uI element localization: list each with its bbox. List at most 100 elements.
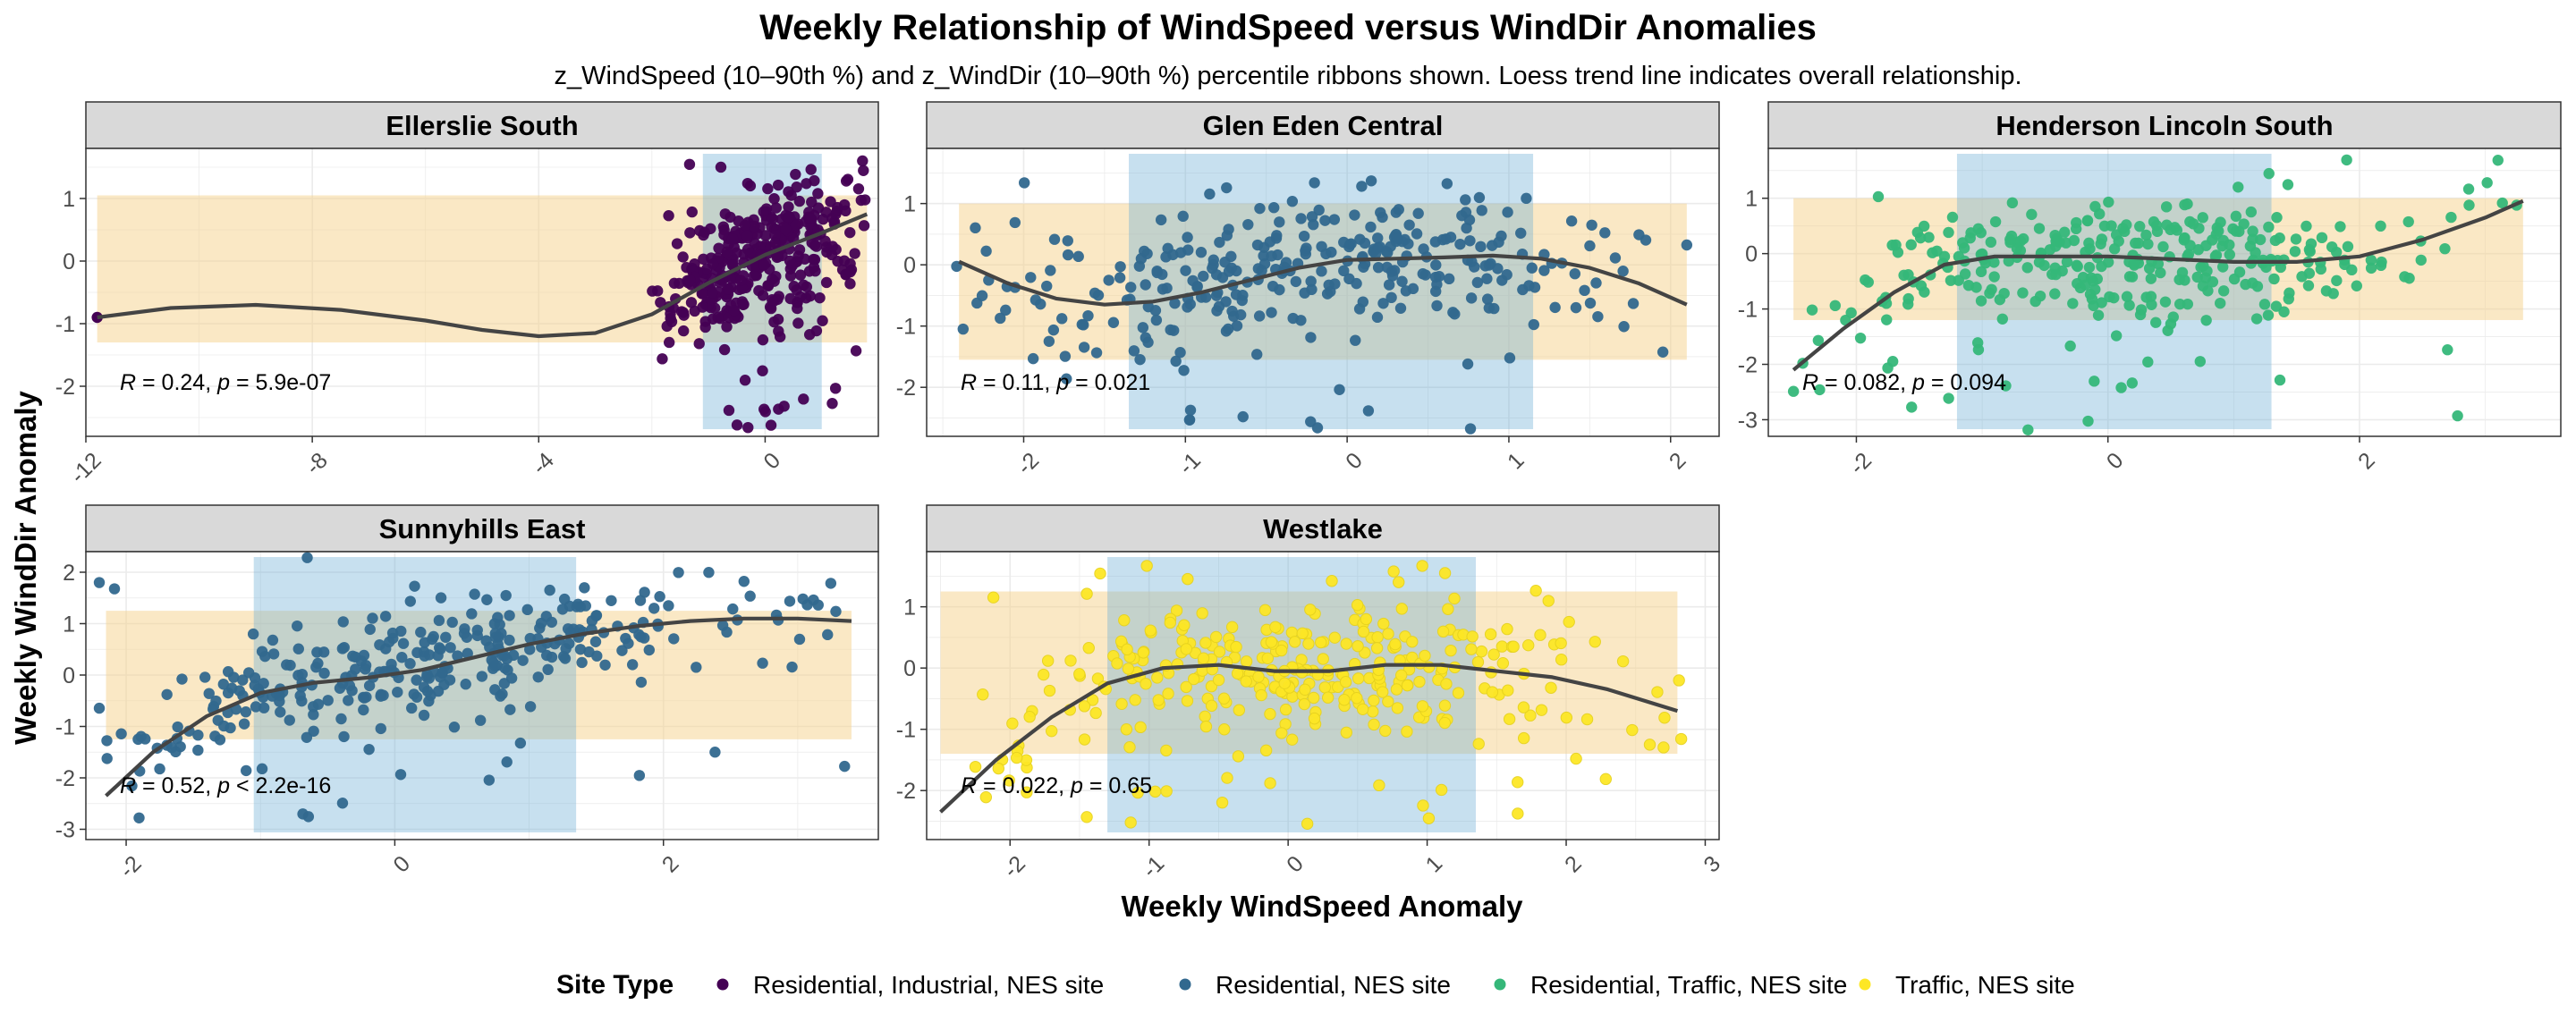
data-point — [296, 668, 309, 680]
data-point — [534, 622, 546, 634]
data-point — [495, 690, 506, 702]
data-point — [1114, 261, 1126, 273]
y-axis-label: Weekly WindDir Anomaly — [9, 390, 42, 744]
data-point — [1240, 675, 1252, 688]
x-tick-label: -1 — [1174, 448, 1206, 480]
x-tick-label: 1 — [1503, 448, 1530, 475]
data-point — [1041, 654, 1055, 667]
data-point — [1412, 207, 1424, 219]
data-point — [2278, 306, 2290, 317]
data-point — [727, 603, 739, 615]
data-point — [1411, 228, 1423, 240]
data-point — [1217, 692, 1231, 705]
data-point — [337, 616, 349, 628]
data-point — [1430, 259, 1442, 271]
data-point — [2071, 216, 2082, 229]
data-point — [2184, 215, 2196, 228]
data-point — [829, 383, 842, 394]
data-point — [2150, 317, 2162, 328]
data-point — [1305, 332, 1317, 343]
data-point — [2233, 266, 2246, 278]
data-point — [1211, 305, 1223, 317]
data-point — [1488, 302, 1500, 315]
data-point — [532, 671, 544, 683]
data-point — [1419, 649, 1431, 663]
data-point — [725, 273, 737, 284]
data-point — [1018, 177, 1030, 189]
data-point — [1003, 774, 1015, 787]
data-point — [1010, 751, 1023, 764]
data-point — [1258, 604, 1272, 617]
data-point — [1048, 233, 1061, 245]
data-point — [2017, 287, 2029, 299]
data-point — [1394, 302, 1407, 314]
data-point — [1486, 686, 1499, 698]
data-point — [1301, 242, 1312, 254]
data-point — [2082, 415, 2094, 427]
data-point — [1338, 694, 1351, 706]
data-point — [240, 706, 252, 718]
data-point — [2176, 266, 2189, 279]
data-point — [1279, 703, 1292, 716]
data-point — [748, 270, 760, 282]
data-point — [1570, 301, 1582, 314]
data-point — [1038, 668, 1050, 681]
data-point — [1560, 711, 1573, 724]
data-point — [1255, 688, 1267, 702]
data-point — [1681, 239, 1693, 251]
data-point — [1222, 323, 1234, 335]
data-point — [1471, 276, 1484, 289]
data-point — [992, 762, 1004, 775]
data-point — [765, 419, 777, 431]
data-point — [606, 595, 617, 607]
data-point — [665, 312, 676, 325]
data-point — [1356, 703, 1369, 715]
data-point — [762, 182, 774, 195]
data-point — [2193, 223, 2205, 234]
data-point — [801, 281, 813, 293]
data-point — [1651, 686, 1664, 698]
data-point — [719, 208, 732, 220]
x-tick-label: 2 — [2353, 448, 2380, 475]
data-point — [1466, 630, 1479, 643]
data-point — [1306, 211, 1318, 223]
data-point — [308, 709, 319, 721]
data-point — [1362, 405, 1375, 417]
data-point — [1985, 236, 1997, 249]
data-point — [2303, 267, 2316, 279]
data-point — [1413, 675, 1426, 688]
data-point — [668, 633, 680, 645]
data-point — [2492, 155, 2504, 166]
data-point — [1253, 310, 1266, 322]
data-point — [343, 695, 354, 706]
data-point — [1165, 324, 1176, 336]
facet-panel: Ellerslie South R = 0.24, p = 5.9e-07 -2 -1… — [55, 101, 879, 488]
data-point — [1422, 812, 1436, 824]
data-point — [1316, 266, 1327, 277]
data-point — [1517, 731, 1530, 745]
data-point — [726, 232, 739, 245]
data-point — [2316, 232, 2328, 244]
data-point — [1496, 657, 1510, 670]
data-point — [858, 165, 869, 176]
data-point — [2334, 221, 2346, 232]
data-point — [1371, 311, 1384, 324]
data-point — [1545, 681, 1557, 694]
data-point — [734, 274, 747, 286]
data-point — [987, 591, 1000, 604]
data-point — [2029, 295, 2041, 308]
data-point — [2496, 197, 2508, 209]
data-point — [1317, 653, 1329, 665]
data-point — [1178, 365, 1190, 376]
data-point — [1308, 691, 1320, 705]
data-point — [2064, 340, 2076, 352]
data-point — [976, 290, 988, 301]
data-point — [294, 689, 306, 702]
data-point — [1393, 204, 1404, 215]
data-point — [1225, 621, 1239, 634]
data-point — [778, 401, 790, 412]
chart-subtitle: z_WindSpeed (10–90th %) and z_WindDir (1… — [554, 62, 2021, 90]
data-point — [471, 624, 483, 636]
data-point — [633, 770, 646, 781]
data-point — [360, 660, 372, 671]
